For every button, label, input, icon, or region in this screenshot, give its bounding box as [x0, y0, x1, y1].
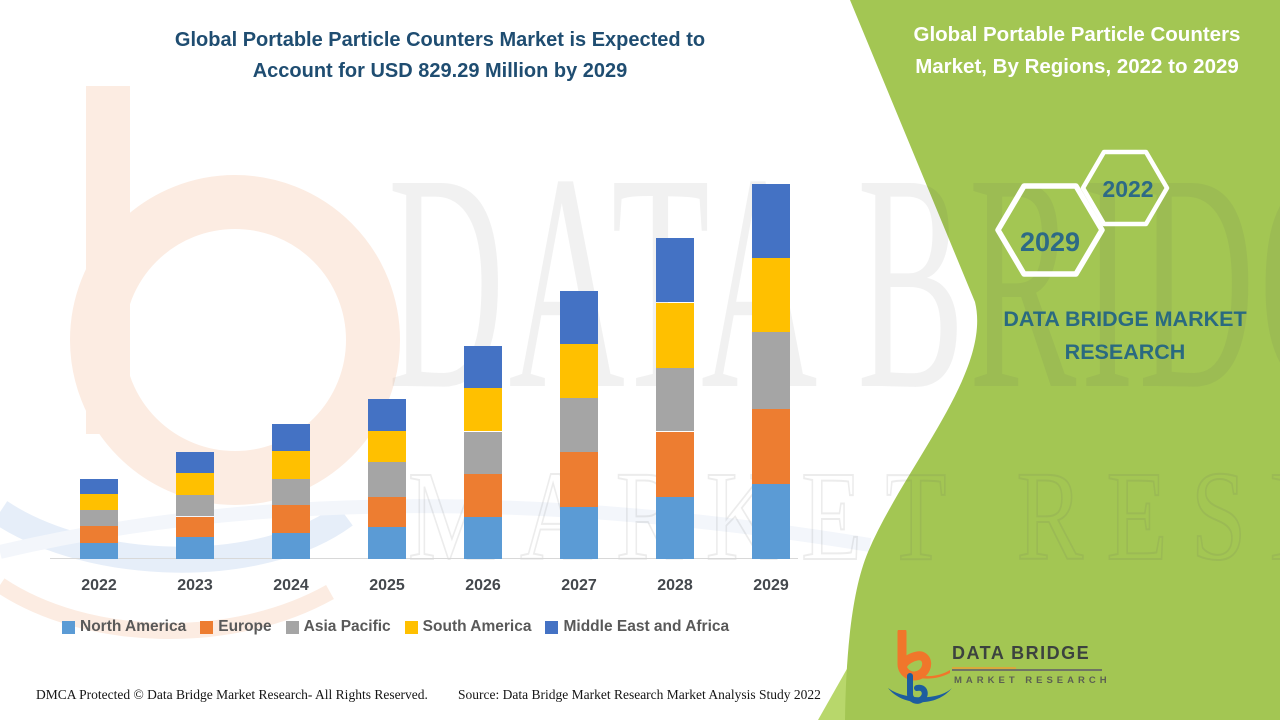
bar-segment-europe — [560, 452, 598, 508]
bar-segment-europe — [80, 526, 118, 543]
chart-title-line2: Account for USD 829.29 Million by 2029 — [252, 60, 628, 82]
hexagon-graphics — [995, 149, 1170, 277]
bar-segment-middle-east-and-africa — [272, 424, 310, 451]
pale-logo-bowl — [70, 175, 400, 505]
bar-segment-south-america — [368, 431, 406, 462]
bar-segment-asia-pacific — [176, 494, 214, 517]
x-axis-label: 2029 — [753, 577, 789, 594]
x-axis-label: 2023 — [177, 577, 213, 594]
bar-segment-south-america — [176, 472, 214, 495]
bar-segment-south-america — [560, 343, 598, 398]
x-axis-label: 2026 — [465, 577, 501, 594]
green-panel — [845, 0, 1280, 720]
legend-swatch — [404, 620, 418, 634]
bar-segment-north-america — [80, 542, 118, 559]
panel-title-line2: Market, By Regions, 2022 to 2029 — [915, 55, 1239, 78]
legend-swatch — [62, 620, 75, 634]
hexagon-2022 — [1080, 149, 1170, 227]
logo-orange-b — [897, 630, 932, 681]
bar-segment-europe — [368, 497, 406, 527]
logo-underline — [952, 669, 1102, 671]
bar-segment-middle-east-and-africa — [80, 479, 118, 495]
logo-orange-tail — [915, 670, 950, 679]
logo-blue-swoosh — [888, 688, 952, 703]
bar-segment-north-america — [656, 496, 694, 559]
bar-segment-north-america — [752, 483, 790, 559]
bar-segment-north-america — [368, 526, 406, 559]
bar-segment-south-america — [752, 258, 790, 332]
bar-segment-asia-pacific — [464, 431, 502, 474]
x-axis-line — [50, 558, 798, 559]
bar-segment-europe — [272, 504, 310, 534]
hexagon-year-2022: 2022 — [1102, 176, 1154, 202]
bar-segment-north-america — [560, 507, 598, 559]
bar-segment-europe — [656, 431, 694, 497]
legend-label: North America — [80, 618, 187, 635]
x-axis-label: 2027 — [561, 577, 597, 594]
chart-legend: North America Europe Asia Pacific South Ame… — [62, 618, 729, 636]
bar-segment-south-america — [464, 388, 502, 432]
legend-item: North America — [62, 618, 186, 636]
hexagon-year-2029: 2029 — [1019, 227, 1081, 257]
legend-label: Asia Pacific — [303, 618, 391, 635]
chart-area: North America Europe Asia Pacific South Ame… — [50, 183, 798, 636]
pale-orange-swoosh — [0, 578, 334, 639]
panel-title: Global Portable Particle Counters Market… — [878, 19, 1276, 83]
bar-segment-middle-east-and-africa — [752, 183, 790, 259]
bar-segment-south-america — [272, 450, 310, 479]
bar-segment-middle-east-and-africa — [464, 346, 502, 389]
hexagon-2029 — [995, 183, 1105, 277]
legend-swatch — [285, 620, 299, 634]
brand-caption-line1: DATA BRIDGE MARKET — [1003, 307, 1247, 331]
legend-label: South America — [422, 618, 532, 635]
footer-source-text: Source: Data Bridge Market Research Mark… — [458, 687, 821, 702]
legend-item: Asia Pacific — [285, 618, 391, 636]
legend-item: South America — [404, 618, 532, 636]
legend-swatch — [545, 620, 559, 634]
bar-segment-middle-east-and-africa — [656, 238, 694, 303]
bar-segment-europe — [464, 473, 502, 518]
legend-label: Europe — [218, 618, 272, 635]
legend-item: Middle East and Africa — [545, 618, 729, 636]
bar-segment-south-america — [656, 302, 694, 368]
bar-segment-europe — [752, 408, 790, 484]
bar-segment-asia-pacific — [752, 331, 790, 409]
chart-title: Global Portable Particle Counters Market… — [80, 25, 800, 87]
x-axis-label: 2022 — [81, 577, 117, 594]
bar-segment-asia-pacific — [656, 367, 694, 432]
brand-caption-line2: RESEARCH — [1064, 340, 1186, 364]
data-bridge-logo-icon — [888, 630, 952, 704]
x-axis-label: 2024 — [273, 577, 309, 594]
logo-blue-b — [907, 673, 928, 704]
panel-title-line1: Global Portable Particle Counters — [913, 23, 1241, 46]
logo-name: DATA BRIDGE — [952, 643, 1091, 663]
legend-swatch — [200, 620, 214, 634]
bar-segment-asia-pacific — [368, 461, 406, 498]
legend-label: Middle East and Africa — [563, 618, 730, 635]
bar-segment-middle-east-and-africa — [176, 451, 214, 473]
bar-segment-asia-pacific — [80, 510, 118, 526]
legend-item: Europe — [200, 618, 272, 636]
x-axis-label: 2028 — [657, 577, 693, 594]
bar-segment-middle-east-and-africa — [560, 291, 598, 344]
x-axis-label: 2025 — [369, 577, 405, 594]
bar-segment-asia-pacific — [272, 478, 310, 505]
bar-segment-europe — [176, 516, 214, 538]
logo-subtitle: MARKET RESEARCH — [954, 675, 1111, 686]
footer-dmca-text: DMCA Protected © Data Bridge Market Rese… — [36, 687, 428, 702]
bar-segment-south-america — [80, 494, 118, 511]
brand-caption: DATA BRIDGE MARKET RESEARCH — [955, 303, 1280, 369]
bar-segment-middle-east-and-africa — [368, 399, 406, 431]
bar-segment-north-america — [176, 537, 214, 559]
bar-segment-asia-pacific — [560, 398, 598, 453]
logo-underline-accent — [952, 667, 1016, 669]
bar-segment-north-america — [464, 517, 502, 559]
chart-title-line1: Global Portable Particle Counters Market… — [174, 29, 706, 51]
bar-segment-north-america — [272, 533, 310, 559]
